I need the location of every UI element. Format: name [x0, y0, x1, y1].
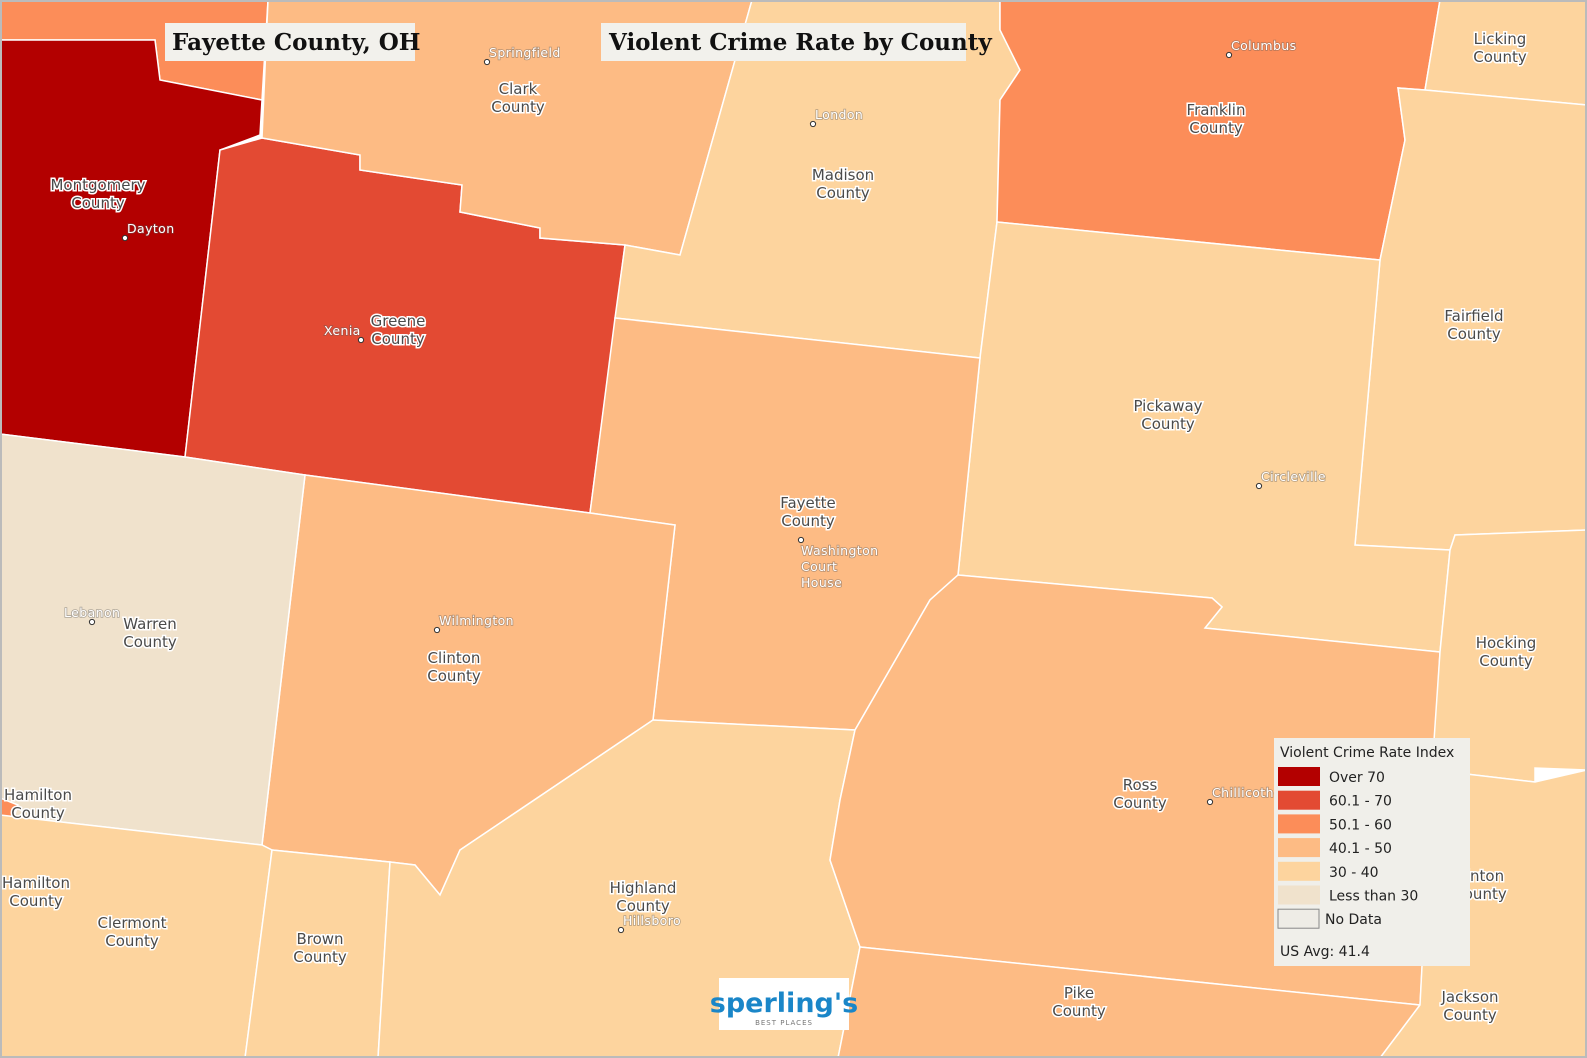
city-label: Lebanon: [64, 605, 120, 620]
county-label: County: [11, 804, 65, 822]
legend-swatch: [1278, 814, 1320, 834]
legend-swatch: [1278, 861, 1320, 881]
county-label: County: [123, 633, 177, 651]
legend-swatch: [1278, 838, 1320, 858]
legend-label: 50.1 - 60: [1329, 817, 1392, 833]
county-label: Hamilton: [2, 874, 70, 892]
city-dot: [433, 626, 441, 634]
county-label: County: [781, 512, 835, 530]
map-title: Fayette County, OH: [172, 29, 421, 56]
city-label: Columbus: [1231, 38, 1297, 53]
legend-note: US Avg: 41.4: [1280, 944, 1370, 960]
legend-label: 40.1 - 50: [1329, 841, 1392, 857]
city-dot: [1225, 51, 1233, 59]
logo: sperling's BEST PLACES: [710, 978, 858, 1030]
county-label: County: [1447, 325, 1501, 343]
county-label: Brown: [296, 930, 343, 948]
legend-label: 60.1 - 70: [1329, 794, 1392, 810]
legend-swatch: [1277, 908, 1320, 929]
county-label: Warren: [123, 615, 177, 633]
city-label: Springfield: [489, 45, 561, 60]
county-region: [0, 433, 306, 846]
county-label: County: [1479, 652, 1533, 670]
map-subtitle: Violent Crime Rate by County: [608, 29, 992, 56]
county-label: Licking: [1474, 30, 1527, 48]
county-label: Pickaway: [1133, 397, 1202, 415]
county-label: County: [616, 897, 670, 915]
legend-label: No Data: [1325, 912, 1382, 928]
county-label: County: [105, 932, 159, 950]
county-label: County: [371, 330, 425, 348]
county-label: County: [427, 667, 481, 685]
county-label: County: [1189, 119, 1243, 137]
county-label: Franklin: [1187, 101, 1246, 119]
city-label: Washington: [801, 543, 878, 558]
county-label: Clinton: [428, 649, 481, 667]
city-label: Wilmington: [439, 613, 514, 628]
county-label: County: [1141, 415, 1195, 433]
county-label: Fayette: [780, 494, 836, 512]
city-label: Xenia: [324, 323, 361, 338]
city-label: Hillsboro: [623, 913, 681, 928]
county-label: County: [293, 948, 347, 966]
city-dot: [617, 926, 625, 934]
city-label: Court: [801, 559, 837, 574]
subtitle-box: [601, 23, 966, 61]
legend-label: Over 70: [1329, 770, 1385, 786]
county-label: County: [1052, 1002, 1106, 1020]
county-label: Montgomery: [50, 176, 145, 194]
county-label: Ross: [1123, 776, 1158, 794]
county-label: County: [491, 98, 545, 116]
city-dot: [121, 234, 129, 242]
county-label: Highland: [610, 879, 677, 897]
county-label: County: [1443, 1006, 1497, 1024]
legend-label: Less than 30: [1329, 889, 1418, 905]
county-region: [1424, 0, 1587, 106]
city-dot: [1255, 482, 1263, 490]
county-label: County: [9, 892, 63, 910]
legend-swatch: [1278, 790, 1320, 810]
county-label: Fairfield: [1444, 307, 1503, 325]
county-label: Hocking: [1476, 634, 1537, 652]
county-label: County: [816, 184, 870, 202]
city-label: London: [815, 107, 863, 122]
county-label: Clermont: [98, 914, 167, 932]
county-label: Hamilton: [4, 786, 72, 804]
city-dot: [88, 618, 96, 626]
city-dot: [1206, 798, 1214, 806]
county-label: Clark: [499, 80, 538, 98]
city-dot: [797, 536, 805, 544]
legend-swatch: [1278, 885, 1320, 905]
county-label: Pike: [1064, 984, 1094, 1002]
city-label: Chillicothe: [1212, 785, 1282, 800]
title-box: [165, 23, 415, 61]
county-region: [244, 849, 391, 1058]
legend-title: Violent Crime Rate Index: [1280, 745, 1454, 761]
logo-name: sperling's: [710, 988, 858, 1019]
legend: US Avg: 41.4 Over 70 60.1 - 70 50.1 - 60 40…: [1274, 738, 1470, 966]
county-label: County: [1473, 48, 1527, 66]
legend-swatch: [1278, 767, 1320, 786]
county-label: County: [1113, 794, 1167, 812]
logo-tagline: BEST PLACES: [755, 1019, 813, 1027]
county-label: Greene: [371, 312, 426, 330]
legend-label: 30 - 40: [1329, 865, 1379, 881]
county-label: County: [71, 194, 125, 212]
city-label: Dayton: [127, 221, 175, 236]
city-label: Circleville: [1261, 469, 1326, 484]
city-dot: [809, 120, 817, 128]
logo-box: [719, 978, 849, 1030]
city-dot: [483, 58, 491, 66]
city-dot: [357, 336, 365, 344]
city-label: House: [801, 575, 842, 590]
county-label: Madison: [812, 166, 874, 184]
county-label: Jackson: [1440, 988, 1498, 1006]
